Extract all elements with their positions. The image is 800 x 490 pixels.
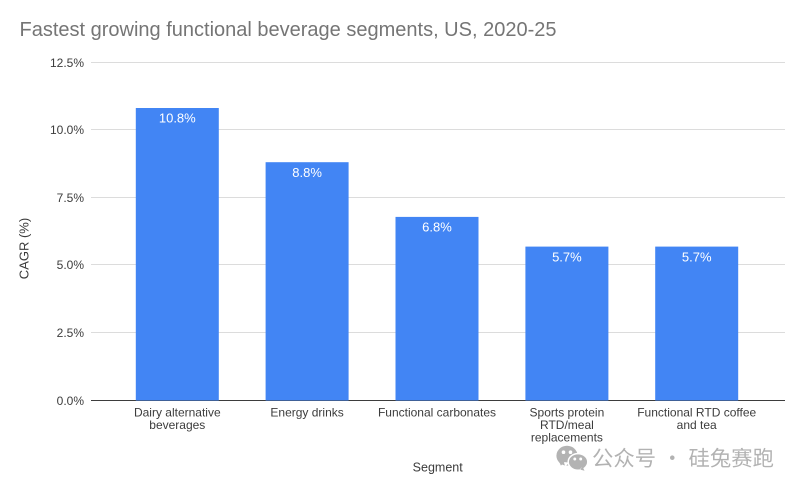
svg-text:10.0%: 10.0% — [50, 123, 84, 137]
svg-text:2.5%: 2.5% — [57, 326, 85, 340]
svg-text:beverages: beverages — [149, 418, 205, 432]
svg-text:Functional carbonates: Functional carbonates — [378, 406, 496, 420]
svg-text:5.7%: 5.7% — [682, 249, 712, 264]
svg-text:8.8%: 8.8% — [292, 165, 322, 180]
svg-text:12.5%: 12.5% — [50, 56, 84, 70]
svg-text:7.5%: 7.5% — [57, 191, 85, 205]
svg-text:Fastest growing functional bev: Fastest growing functional beverage segm… — [20, 19, 557, 41]
svg-text:Energy drinks: Energy drinks — [270, 406, 343, 420]
svg-text:and tea: and tea — [677, 418, 717, 432]
svg-text:Segment: Segment — [413, 461, 464, 475]
svg-text:10.8%: 10.8% — [159, 111, 196, 126]
svg-text:Sports protein: Sports protein — [530, 406, 605, 420]
svg-text:Functional RTD coffee: Functional RTD coffee — [637, 406, 756, 420]
svg-text:5.0%: 5.0% — [57, 258, 85, 272]
svg-text:6.8%: 6.8% — [422, 220, 452, 235]
svg-text:replacements: replacements — [531, 430, 603, 444]
svg-text:5.7%: 5.7% — [552, 249, 582, 264]
svg-text:Dairy alternative: Dairy alternative — [134, 406, 221, 420]
svg-text:0.0%: 0.0% — [57, 394, 85, 408]
svg-text:RTD/meal: RTD/meal — [540, 418, 594, 432]
svg-text:CAGR (%): CAGR (%) — [17, 218, 32, 279]
